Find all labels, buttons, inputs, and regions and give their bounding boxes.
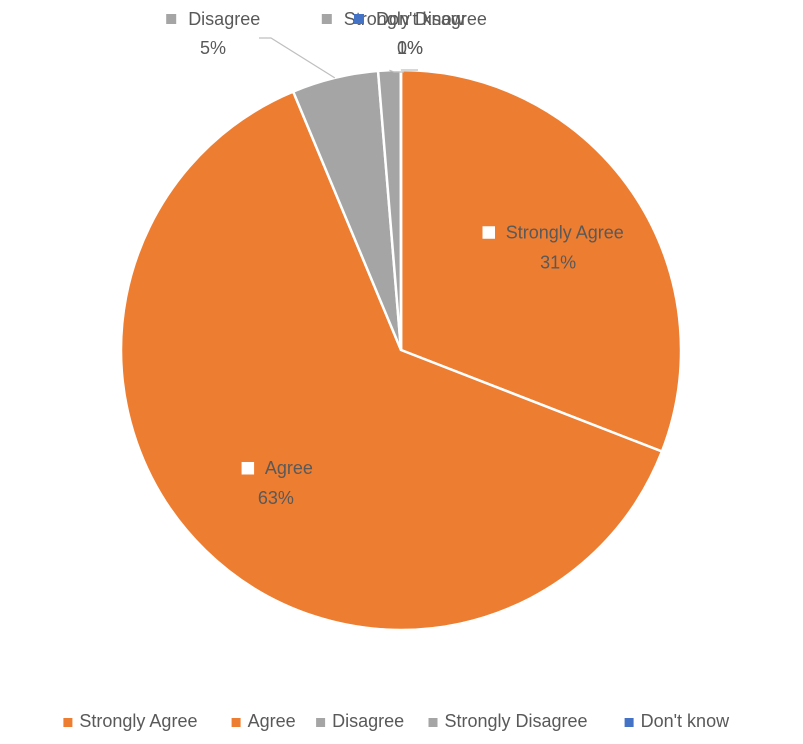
legend-label-disagree: Disagree xyxy=(332,711,404,731)
label-value-strongly-disagree: 1% xyxy=(397,38,423,58)
label-marker-disagree xyxy=(166,14,177,24)
label-category-agree: Agree xyxy=(265,458,313,478)
label-value-strongly-agree: 31% xyxy=(540,253,576,273)
pie-slice-strongly-agree xyxy=(399,68,683,454)
legend-swatch-strongly-disagree xyxy=(428,718,438,727)
legend-swatch-disagree xyxy=(316,718,326,727)
label-value-don-t-know: 0% xyxy=(397,38,423,58)
legend-label-strongly-disagree: Strongly Disagree xyxy=(445,711,588,731)
label-category-disagree: Disagree xyxy=(188,9,260,29)
label-value-agree: 63% xyxy=(258,488,294,508)
label-category-strongly-disagree: Strongly Disagree xyxy=(344,9,487,29)
legend-label-agree: Agree xyxy=(248,711,296,731)
legend: Strongly Agree Agree Disagree Strongly Disa… xyxy=(63,711,730,731)
leader-disagree xyxy=(259,37,336,79)
label-marker-don-t-know xyxy=(354,14,364,24)
leader-strongly-disagree xyxy=(389,69,404,73)
label-marker-strongly-agree xyxy=(482,226,496,239)
pie-slice-agree xyxy=(119,89,664,632)
data-labels: Strongly Agree 31% Agree 63% Disagree 5% Stron… xyxy=(166,9,624,508)
label-category-strongly-agree: Strongly Agree xyxy=(506,223,624,243)
pie-slices xyxy=(119,68,683,632)
leader-lines xyxy=(259,37,418,79)
label-value-disagree: 5% xyxy=(200,38,226,58)
legend-swatch-don-t-know xyxy=(624,718,634,727)
legend-swatch-agree xyxy=(231,718,241,727)
legend-swatch-strongly-agree xyxy=(63,718,73,727)
label-category-don-t-know: Don't know xyxy=(376,9,465,29)
label-marker-strongly-disagree xyxy=(321,14,332,24)
legend-label-don-t-know: Don't know xyxy=(641,711,730,731)
legend-label-strongly-agree: Strongly Agree xyxy=(79,711,197,731)
label-marker-agree xyxy=(241,461,255,475)
